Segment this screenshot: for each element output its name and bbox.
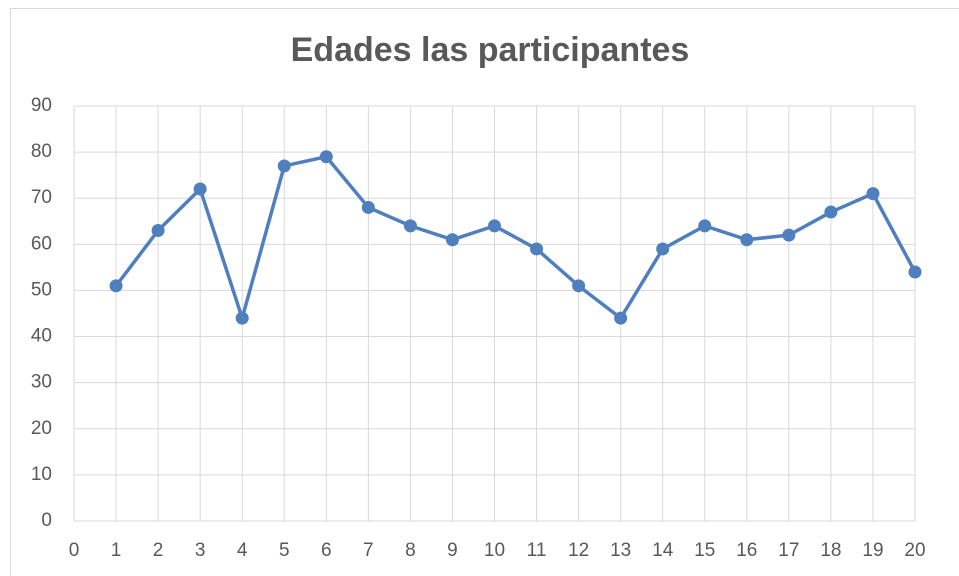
y-tick-label: 60 bbox=[31, 233, 52, 254]
point bbox=[445, 233, 459, 247]
point bbox=[908, 265, 922, 279]
point bbox=[488, 219, 501, 233]
point bbox=[656, 242, 670, 256]
x-tick-label: 15 bbox=[694, 540, 715, 561]
chart-title: Edades las participantes bbox=[291, 31, 690, 69]
chart-border bbox=[10, 8, 959, 576]
y-tick-label: 40 bbox=[31, 326, 52, 347]
x-tick-label: 14 bbox=[652, 540, 674, 561]
point bbox=[866, 187, 880, 201]
x-tick-label: 4 bbox=[237, 540, 248, 561]
y-tick-label: 20 bbox=[31, 418, 52, 439]
point bbox=[530, 242, 544, 256]
x-tick-label: 18 bbox=[820, 540, 841, 561]
y-tick-label: 70 bbox=[31, 187, 52, 208]
x-tick-label: 10 bbox=[484, 540, 505, 561]
y-tick-label: 50 bbox=[31, 279, 52, 300]
x-tick-label: 7 bbox=[363, 540, 374, 561]
point bbox=[235, 311, 249, 325]
x-tick-label: 0 bbox=[69, 540, 80, 561]
x-tick-label: 2 bbox=[153, 540, 164, 561]
x-tick-label: 17 bbox=[778, 540, 799, 561]
x-tick-label: 20 bbox=[904, 540, 925, 561]
x-tick-label: 8 bbox=[405, 540, 416, 561]
x-tick-label: 3 bbox=[195, 540, 206, 561]
x-tick-label: 5 bbox=[279, 540, 290, 561]
point bbox=[277, 159, 291, 173]
point bbox=[572, 279, 586, 293]
x-tick-label: 12 bbox=[568, 540, 589, 561]
x-tick-label: 11 bbox=[527, 540, 547, 561]
point bbox=[782, 228, 796, 242]
point bbox=[614, 311, 628, 325]
point bbox=[193, 182, 207, 196]
y-tick-label: 10 bbox=[31, 464, 52, 485]
x-tick-label: 6 bbox=[321, 540, 332, 561]
x-tick-label: 9 bbox=[447, 540, 458, 561]
y-tick-label: 80 bbox=[31, 141, 52, 162]
x-tick-label: 16 bbox=[736, 540, 757, 561]
point bbox=[698, 219, 712, 233]
point bbox=[403, 219, 417, 233]
point bbox=[109, 279, 123, 293]
y-tick-label: 90 bbox=[31, 95, 52, 116]
point bbox=[319, 150, 333, 164]
line bbox=[114, 154, 917, 320]
point bbox=[361, 200, 375, 214]
point bbox=[740, 233, 754, 247]
point bbox=[151, 224, 165, 237]
x-tick-label: 1 bbox=[111, 540, 122, 561]
y-tick-label: 30 bbox=[31, 372, 52, 393]
x-tick-label: 13 bbox=[610, 540, 631, 561]
x-tick-label: 19 bbox=[862, 540, 883, 561]
y-tick-label: 0 bbox=[41, 510, 52, 531]
point bbox=[824, 205, 838, 219]
